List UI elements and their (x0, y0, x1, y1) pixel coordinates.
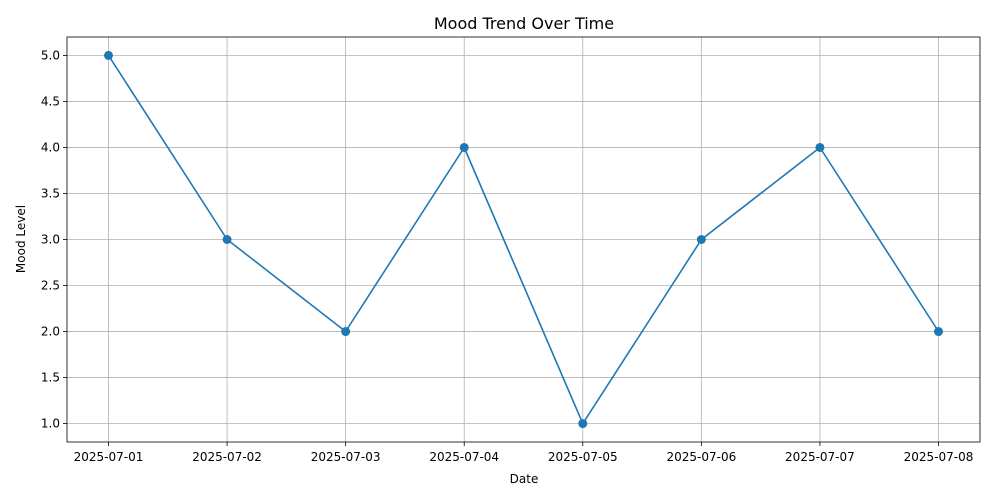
y-grid (67, 55, 980, 424)
x-tick-label: 2025-07-04 (429, 450, 499, 464)
chart-title: Mood Trend Over Time (434, 14, 614, 33)
mood-series-line (107, 54, 940, 425)
mood-data-point (578, 419, 588, 429)
mood-data-point (222, 235, 232, 244)
mood-data-point (934, 327, 943, 337)
y-tick-label: 5.0 (41, 48, 60, 62)
y-tick-label: 3.0 (41, 233, 60, 247)
y-tick-label: 1.0 (41, 417, 60, 431)
y-tick-label: 1.5 (41, 371, 60, 385)
mood-data-point (815, 142, 825, 152)
x-tick-label: 2025-07-07 (785, 450, 855, 464)
x-axis-label: Date (510, 472, 539, 486)
x-tick-label: 2025-07-02 (192, 450, 262, 464)
mood-data-point (104, 50, 113, 60)
y-tick-label: 2.5 (41, 279, 60, 293)
y-axis-ticks: 1.0 1.5 2.0 2.5 3.0 3.5 4.0 4.5 5.0 (41, 48, 67, 431)
x-tick-label: 2025-07-05 (548, 450, 618, 464)
x-tick-label: 2025-07-08 (904, 450, 974, 464)
x-tick-label: 2025-07-06 (666, 450, 736, 464)
y-tick-label: 4.0 (41, 140, 60, 154)
y-tick-label: 3.5 (41, 186, 60, 200)
y-tick-label: 2.0 (41, 325, 60, 339)
y-axis-label: Mood Level (14, 205, 28, 273)
x-tick-label: 2025-07-01 (74, 450, 144, 464)
y-tick-label: 4.5 (41, 94, 60, 108)
x-tick-label: 2025-07-03 (311, 450, 381, 464)
mood-data-point (341, 327, 351, 337)
mood-data-point (459, 142, 469, 152)
mood-data-point (696, 235, 706, 244)
series-layer (104, 50, 943, 429)
x-axis-ticks: 2025-07-01 2025-07-02 2025-07-03 2025-07-04… (74, 442, 974, 464)
